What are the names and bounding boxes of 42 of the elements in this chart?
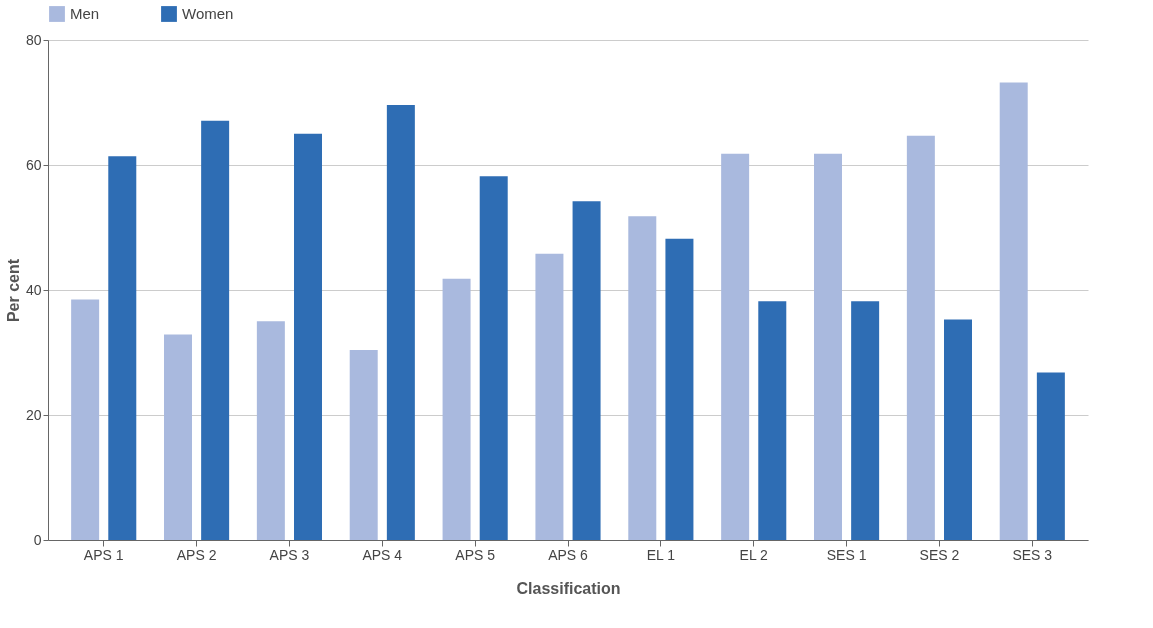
- bar: [71, 299, 100, 540]
- bar: [944, 319, 972, 540]
- bar: [386, 105, 415, 540]
- bar: [294, 133, 322, 540]
- bar: [851, 301, 880, 540]
- bar: [164, 334, 192, 540]
- bar: [1036, 372, 1065, 540]
- bar: [721, 153, 750, 540]
- x-tick-label: APS 3: [269, 546, 310, 563]
- bar: [758, 301, 787, 540]
- bar: [479, 176, 508, 540]
- bar: [628, 216, 657, 540]
- x-tick-label: APS 6: [548, 546, 589, 563]
- y-tick-label: 60: [25, 156, 42, 173]
- bar: [201, 120, 230, 540]
- bar: [535, 253, 564, 540]
- bar: [256, 321, 285, 540]
- bar: [108, 156, 137, 540]
- bar: [442, 278, 471, 540]
- bar: [665, 238, 694, 540]
- x-tick-label: SES 1: [826, 546, 867, 563]
- y-tick-label: 0: [33, 531, 42, 548]
- x-tick-label: APS 1: [83, 546, 124, 563]
- x-tick-label: EL 2: [739, 546, 769, 563]
- bar: [906, 135, 935, 540]
- legend-label: Women: [182, 5, 234, 22]
- legend-label: Men: [70, 5, 100, 22]
- bar: [349, 350, 378, 540]
- x-tick-label: SES 2: [919, 546, 960, 563]
- x-tick-label: APS 5: [455, 546, 496, 563]
- y-tick-label: 20: [25, 406, 42, 423]
- x-tick-label: SES 3: [1012, 546, 1053, 563]
- bar: [814, 153, 842, 540]
- x-tick-label: APS 4: [362, 546, 403, 563]
- bar: [999, 82, 1028, 540]
- y-tick-label: 80: [25, 31, 42, 48]
- x-tick-label: EL 1: [646, 546, 676, 563]
- bar: [572, 201, 601, 540]
- y-axis-title: Per cent: [4, 258, 22, 323]
- x-tick-label: APS 2: [176, 546, 217, 563]
- x-axis-title: Classification: [516, 579, 621, 597]
- y-tick-label: 40: [25, 281, 42, 298]
